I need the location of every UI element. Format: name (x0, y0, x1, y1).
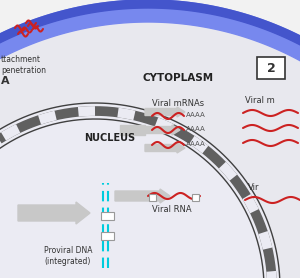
Text: Viral RNA: Viral RNA (152, 205, 192, 215)
Text: Proviral DNA
(integrated): Proviral DNA (integrated) (44, 246, 92, 266)
Text: Vir: Vir (248, 183, 260, 192)
Polygon shape (0, 103, 280, 278)
FancyArrow shape (145, 125, 180, 135)
FancyArrow shape (115, 189, 170, 203)
FancyArrow shape (145, 107, 185, 117)
Text: AAAA: AAAA (186, 112, 206, 118)
Bar (192, 194, 199, 201)
Text: AAAA: AAAA (186, 141, 206, 147)
FancyArrow shape (145, 143, 185, 153)
Text: NUCLEUS: NUCLEUS (84, 133, 136, 143)
Text: Viral m: Viral m (245, 96, 275, 105)
Bar (101, 232, 114, 240)
Text: CYTOPLASM: CYTOPLASM (142, 73, 214, 83)
Bar (101, 212, 114, 220)
Text: 2: 2 (267, 61, 275, 75)
FancyBboxPatch shape (257, 57, 285, 79)
FancyArrow shape (18, 202, 90, 224)
Text: A: A (1, 76, 10, 86)
Text: AAAA: AAAA (186, 126, 206, 132)
Text: ttachment
penetration: ttachment penetration (1, 54, 46, 75)
Bar (149, 194, 156, 201)
FancyArrow shape (120, 125, 145, 135)
Text: Viral mRNAs: Viral mRNAs (152, 98, 204, 108)
